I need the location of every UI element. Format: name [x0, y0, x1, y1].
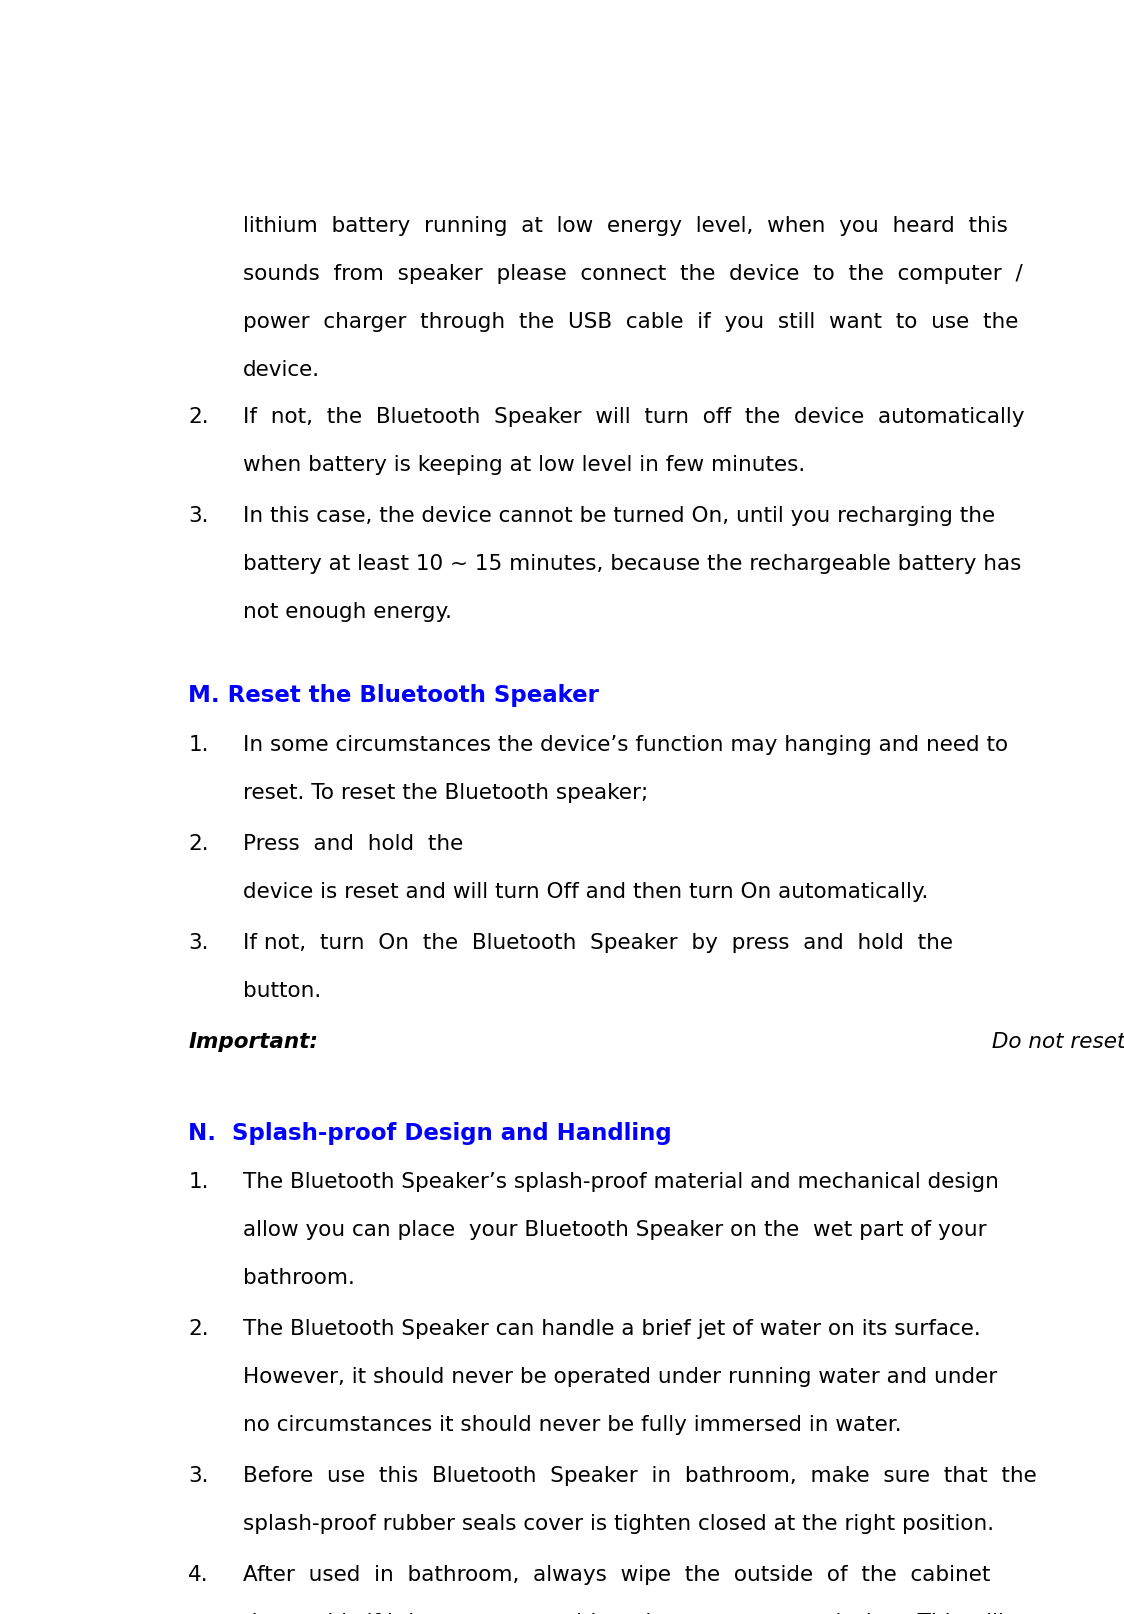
Text: 3.: 3. [189, 933, 209, 952]
Text: 2.: 2. [189, 407, 209, 428]
Text: device.: device. [243, 360, 320, 379]
Text: button.: button. [243, 981, 321, 1001]
Text: Do not reset the device if it is proper working: Do not reset the device if it is proper … [985, 1031, 1124, 1052]
Text: The Bluetooth Speaker can handle a brief jet of water on its surface.: The Bluetooth Speaker can handle a brief… [243, 1319, 981, 1340]
Text: If not,  turn  On  the  Bluetooth  Speaker  by  press  and  hold  the: If not, turn On the Bluetooth Speaker by… [243, 933, 967, 952]
Text: N.  Splash-proof Design and Handling: N. Splash-proof Design and Handling [189, 1122, 672, 1144]
Text: M. Reset the Bluetooth Speaker: M. Reset the Bluetooth Speaker [189, 684, 599, 707]
Text: 3.: 3. [189, 1466, 209, 1486]
Text: 2.: 2. [189, 834, 209, 854]
Text: power  charger  through  the  USB  cable  if  you  still  want  to  use  the: power charger through the USB cable if y… [243, 312, 1018, 332]
Text: reset. To reset the Bluetooth speaker;: reset. To reset the Bluetooth speaker; [243, 783, 649, 802]
Text: In some circumstances the device’s function may hanging and need to: In some circumstances the device’s funct… [243, 734, 1008, 755]
Text: no circumstances it should never be fully immersed in water.: no circumstances it should never be full… [243, 1415, 901, 1435]
Text: However, it should never be operated under running water and under: However, it should never be operated und… [243, 1367, 997, 1386]
Text: In this case, the device cannot be turned On, until you recharging the: In this case, the device cannot be turne… [243, 507, 996, 526]
Text: 2.: 2. [189, 1319, 209, 1340]
Text: when battery is keeping at low level in few minutes.: when battery is keeping at low level in … [243, 455, 806, 475]
Text: sounds  from  speaker  please  connect  the  device  to  the  computer  /: sounds from speaker please connect the d… [243, 265, 1023, 284]
Text: Press  and  hold  the: Press and hold the [243, 834, 478, 854]
Text: After  used  in  bathroom,  always  wipe  the  outside  of  the  cabinet: After used in bathroom, always wipe the … [243, 1566, 990, 1585]
Text: device is reset and will turn Off and then turn On automatically.: device is reset and will turn Off and th… [243, 881, 928, 902]
Text: The Bluetooth Speaker’s splash-proof material and mechanical design: The Bluetooth Speaker’s splash-proof mat… [243, 1172, 999, 1193]
Text: 3.: 3. [189, 507, 209, 526]
Text: 4.: 4. [189, 1566, 209, 1585]
Text: 1.: 1. [189, 1172, 209, 1193]
Text: allow you can place  your Bluetooth Speaker on the  wet part of your: allow you can place your Bluetooth Speak… [243, 1220, 987, 1240]
Text: not enough energy.: not enough energy. [243, 602, 452, 621]
Text: battery at least 10 ~ 15 minutes, because the rechargeable battery has: battery at least 10 ~ 15 minutes, becaus… [243, 554, 1022, 575]
Text: bathroom.: bathroom. [243, 1269, 355, 1288]
Text: Before  use  this  Bluetooth  Speaker  in  bathroom,  make  sure  that  the: Before use this Bluetooth Speaker in bat… [243, 1466, 1037, 1486]
Text: lithium  battery  running  at  low  energy  level,  when  you  heard  this: lithium battery running at low energy le… [243, 216, 1008, 236]
Text: splash-proof rubber seals cover is tighten closed at the right position.: splash-proof rubber seals cover is tight… [243, 1514, 995, 1533]
Text: 1.: 1. [189, 734, 209, 755]
Text: Important:: Important: [189, 1031, 318, 1052]
Text: If  not,  the  Bluetooth  Speaker  will  turn  off  the  device  automatically: If not, the Bluetooth Speaker will turn … [243, 407, 1025, 428]
